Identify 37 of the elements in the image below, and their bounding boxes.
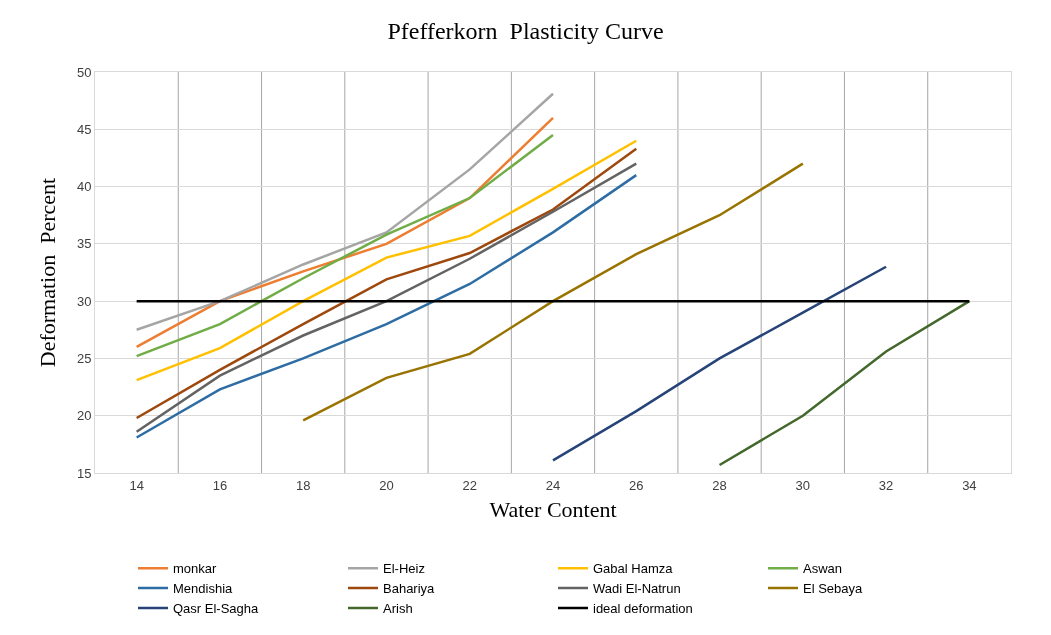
x-axis-title: Water Content: [489, 497, 617, 523]
x-tick-label: 32: [878, 477, 894, 493]
legend-label: ideal deformation: [593, 601, 693, 617]
y-tick-label: 30: [76, 293, 92, 309]
y-tick-label: 15: [76, 465, 92, 481]
y-axis-title: Deformation Percent: [34, 177, 60, 368]
line-series: [301, 162, 805, 422]
legend-label: Arish: [383, 601, 413, 617]
x-tick-label: 34: [962, 477, 977, 493]
x-tick-label: 20: [379, 477, 394, 493]
x-tick-label: 16: [212, 477, 228, 493]
chart-title: Pfefferkorn Plasticity Curve: [387, 18, 664, 45]
y-tick-label: 45: [76, 121, 92, 137]
legend-label: Gabal Hamza: [593, 561, 674, 577]
legend-label: Bahariya: [383, 581, 436, 597]
legend-label: Mendishia: [173, 581, 234, 597]
y-tick-label: 20: [76, 408, 92, 424]
x-tick-label: 14: [129, 477, 144, 493]
y-tick-label: 35: [76, 236, 92, 252]
legend-label: Aswan: [803, 561, 843, 577]
x-tick-label: 30: [795, 477, 811, 493]
legend-label: monkar: [173, 561, 218, 577]
y-tick-label: 50: [76, 64, 92, 80]
x-tick-label: 24: [545, 477, 561, 493]
line-series: [718, 299, 971, 467]
legend-label: El Sebaya: [803, 581, 864, 597]
line-series: [551, 265, 888, 462]
legend-label: El-Heiz: [383, 561, 425, 577]
x-tick-label: 22: [462, 477, 477, 493]
line-series: [135, 139, 638, 382]
x-tick-label: 28: [712, 477, 727, 493]
legend-label: Wadi El-Natrun: [593, 581, 681, 597]
y-tick-label: 25: [76, 350, 92, 366]
legend-label: Qasr El-Sagha: [173, 601, 260, 617]
y-tick-label: 40: [76, 179, 92, 195]
x-tick-label: 26: [629, 477, 644, 493]
x-tick-label: 18: [295, 477, 311, 493]
